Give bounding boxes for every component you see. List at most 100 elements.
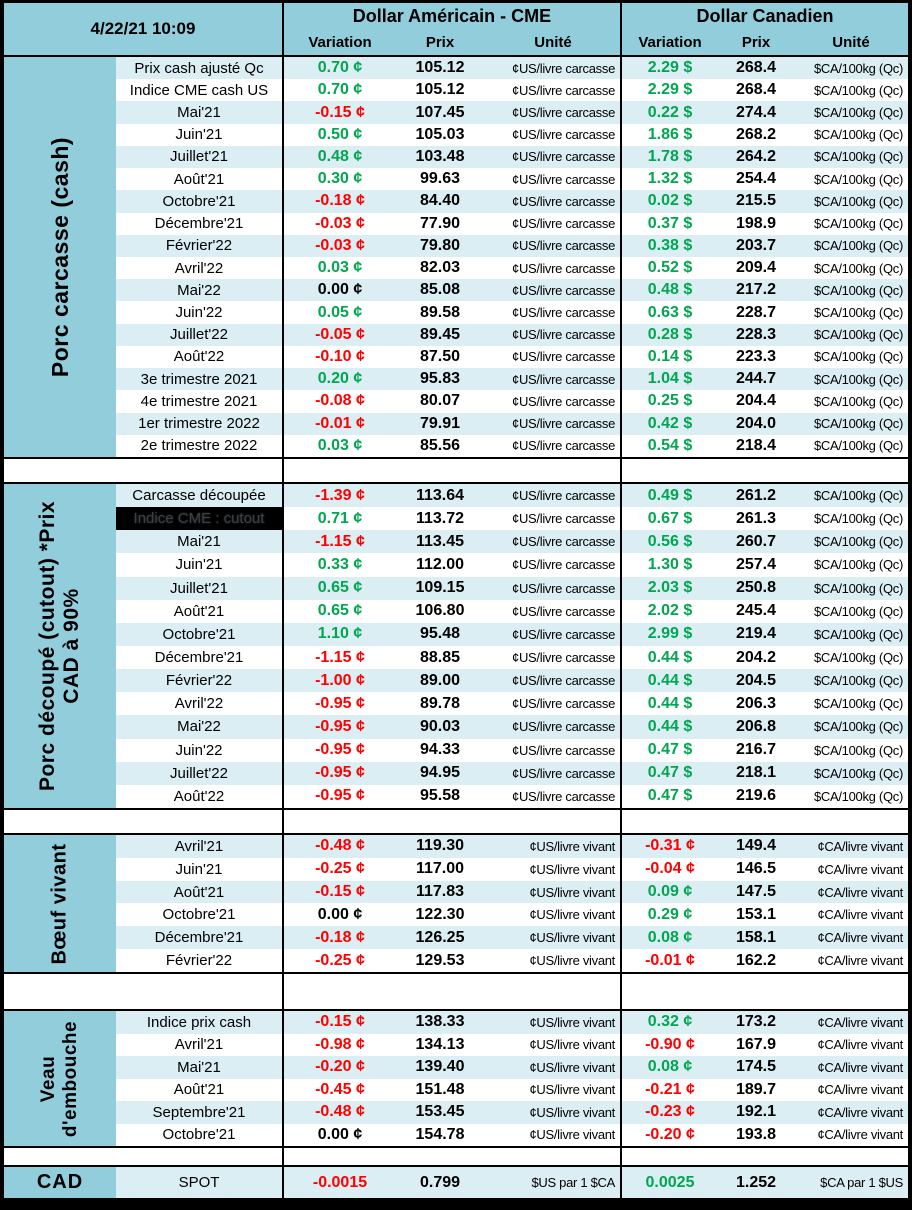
ca-unit[interactable]: $CA/100kg (Qc) bbox=[813, 742, 903, 758]
us-prix[interactable]: 112.00 bbox=[415, 555, 465, 573]
us-unit[interactable]: ¢US/livre vivant bbox=[484, 1101, 622, 1124]
ca-variation[interactable]: 0.29 ¢ bbox=[647, 905, 693, 923]
us-prix[interactable]: 119.30 bbox=[396, 835, 484, 858]
section-label-porc-carcasse[interactable]: Porc carcasse (cash) bbox=[4, 57, 116, 457]
us-variation[interactable]: -0.18 ¢ bbox=[284, 926, 396, 950]
ca-variation[interactable]: -0.04 ¢ bbox=[645, 860, 695, 878]
us-prix[interactable]: 85.08 bbox=[396, 279, 484, 302]
row-label[interactable]: 2e trimestre 2022 bbox=[116, 434, 284, 457]
ca-variation[interactable]: 2.99 $ bbox=[622, 622, 718, 646]
ca-unit[interactable]: $CA/100kg (Qc) bbox=[813, 82, 903, 98]
us-unit[interactable]: ¢US/livre vivant bbox=[484, 1123, 622, 1146]
ca-prix[interactable]: 192.1 bbox=[718, 1101, 794, 1124]
us-unit[interactable]: ¢US/livre carcasse bbox=[484, 301, 622, 324]
row-label[interactable]: Août'21 bbox=[116, 1078, 284, 1101]
ca-dollar-title[interactable]: Dollar Canadien bbox=[696, 6, 834, 26]
ca-variation[interactable]: 0.14 $ bbox=[647, 347, 693, 365]
ca-unit[interactable]: $CA/100kg (Qc) bbox=[794, 669, 908, 693]
ca-variation[interactable]: 1.32 $ bbox=[647, 170, 693, 188]
us-unit[interactable]: ¢US/livre vivant bbox=[484, 903, 622, 927]
ca-prix[interactable]: 264.2 bbox=[718, 145, 794, 169]
us-unit[interactable]: ¢US/livre carcasse bbox=[484, 79, 622, 102]
us-variation[interactable]: -0.95 ¢ bbox=[284, 761, 396, 785]
ca-prix[interactable]: 162.2 bbox=[735, 951, 777, 969]
us-unit[interactable]: ¢US/livre carcasse bbox=[484, 599, 622, 623]
us-variation[interactable]: 0.48 ¢ bbox=[284, 145, 396, 169]
us-variation[interactable]: 0.50 ¢ bbox=[317, 125, 363, 143]
row-label[interactable]: Carcasse découpée bbox=[116, 484, 284, 508]
row-label[interactable]: Février'22 bbox=[116, 234, 284, 257]
row-label[interactable]: Mai'21 bbox=[116, 530, 284, 554]
us-variation[interactable]: -0.03 ¢ bbox=[315, 214, 365, 232]
ca-variation[interactable]: 0.47 $ bbox=[647, 741, 693, 759]
ca-unit[interactable]: ¢CA/livre vivant bbox=[817, 953, 903, 969]
ca-unit[interactable]: $CA/100kg (Qc) bbox=[794, 145, 908, 169]
ca-prix[interactable]: 206.3 bbox=[735, 694, 777, 712]
us-variation[interactable]: 0.03 ¢ bbox=[317, 259, 363, 277]
us-unit[interactable]: ¢US/livre carcasse bbox=[484, 507, 622, 531]
us-unit[interactable]: ¢US/livre carcasse bbox=[484, 279, 622, 302]
us-variation-header[interactable]: Variation bbox=[308, 34, 372, 51]
us-unit[interactable]: ¢US/livre carcasse bbox=[484, 256, 622, 280]
us-unit[interactable]: ¢US/livre carcasse bbox=[484, 530, 622, 554]
ca-prix[interactable]: 245.4 bbox=[735, 602, 777, 620]
us-unit[interactable]: ¢US/livre vivant bbox=[484, 1033, 622, 1056]
ca-variation[interactable]: 0.49 $ bbox=[622, 484, 718, 508]
ca-prix[interactable]: 216.7 bbox=[735, 741, 777, 759]
ca-unit[interactable]: $CA/100kg (Qc) bbox=[813, 696, 903, 712]
us-unit[interactable]: ¢US/livre carcasse bbox=[484, 123, 622, 146]
us-variation[interactable]: -0.95 ¢ bbox=[315, 787, 365, 805]
row-label[interactable]: Septembre'21 bbox=[116, 1101, 284, 1124]
us-variation[interactable]: 0.30 ¢ bbox=[317, 170, 363, 188]
us-variation[interactable]: 0.70 ¢ bbox=[317, 81, 363, 99]
ca-variation[interactable]: 1.86 $ bbox=[647, 125, 693, 143]
us-unit[interactable]: ¢US/livre carcasse bbox=[484, 669, 622, 693]
ca-variation[interactable]: 0.47 $ bbox=[622, 761, 718, 785]
ca-prix[interactable]: 228.7 bbox=[735, 303, 777, 321]
ca-variation[interactable]: 0.44 $ bbox=[622, 669, 718, 693]
row-label[interactable]: Juin'21 bbox=[116, 553, 284, 577]
ca-variation[interactable]: 1.78 $ bbox=[622, 145, 718, 169]
us-unit[interactable]: ¢US/livre carcasse bbox=[484, 168, 622, 191]
ca-unit[interactable]: $CA/100kg (Qc) bbox=[813, 305, 903, 321]
ca-unit[interactable]: ¢CA/livre vivant bbox=[794, 880, 908, 904]
us-variation[interactable]: -0.03 ¢ bbox=[284, 234, 396, 257]
ca-prix[interactable]: 268.2 bbox=[735, 125, 777, 143]
us-prix[interactable]: 113.72 bbox=[415, 509, 465, 527]
ca-prix[interactable]: 204.5 bbox=[718, 669, 794, 693]
row-label[interactable]: Février'22 bbox=[116, 949, 284, 972]
us-unite-header[interactable]: Unité bbox=[534, 34, 572, 51]
ca-unit[interactable]: $CA/100kg (Qc) bbox=[794, 57, 908, 80]
ca-variation[interactable]: 0.02 $ bbox=[622, 190, 718, 213]
row-label[interactable]: Décembre'21 bbox=[116, 645, 284, 670]
ca-variation[interactable]: 0.48 $ bbox=[622, 279, 718, 302]
us-variation[interactable]: 0.71 ¢ bbox=[317, 509, 363, 527]
row-label[interactable]: Juin'22 bbox=[116, 738, 284, 762]
ca-prix[interactable]: 193.8 bbox=[735, 1125, 777, 1143]
ca-prix[interactable]: 1.252 bbox=[718, 1167, 794, 1198]
ca-prix[interactable]: 250.8 bbox=[718, 576, 794, 600]
us-prix[interactable]: 0.799 bbox=[396, 1167, 484, 1198]
ca-unit[interactable]: $CA/100kg (Qc) bbox=[794, 101, 908, 124]
us-unit[interactable]: ¢US/livre carcasse bbox=[484, 761, 622, 785]
ca-prix[interactable]: 198.9 bbox=[735, 214, 777, 232]
ca-variation-header[interactable]: Variation bbox=[638, 34, 702, 51]
ca-prix[interactable]: 206.8 bbox=[718, 715, 794, 739]
us-prix-header[interactable]: Prix bbox=[425, 34, 455, 51]
ca-variation[interactable]: -0.21 ¢ bbox=[645, 1080, 695, 1098]
ca-variation[interactable]: -0.01 ¢ bbox=[645, 951, 695, 969]
us-prix[interactable]: 89.45 bbox=[396, 323, 484, 346]
us-variation[interactable]: -0.20 ¢ bbox=[284, 1056, 396, 1079]
us-prix[interactable]: 99.63 bbox=[419, 170, 461, 188]
ca-variation[interactable]: 0.54 $ bbox=[647, 436, 693, 454]
us-prix[interactable]: 79.80 bbox=[396, 234, 484, 257]
us-prix[interactable]: 77.90 bbox=[419, 214, 461, 232]
row-label[interactable]: Juin'21 bbox=[116, 857, 284, 881]
row-label[interactable]: Juillet'22 bbox=[116, 323, 284, 346]
us-prix[interactable]: 154.78 bbox=[415, 1125, 465, 1143]
ca-unit[interactable]: $CA/100kg (Qc) bbox=[813, 349, 903, 365]
ca-prix[interactable]: 257.4 bbox=[735, 555, 777, 573]
row-label[interactable]: Juillet'21 bbox=[116, 145, 284, 169]
us-prix[interactable]: 79.91 bbox=[396, 412, 484, 435]
row-label[interactable]: Juillet'22 bbox=[116, 761, 284, 785]
